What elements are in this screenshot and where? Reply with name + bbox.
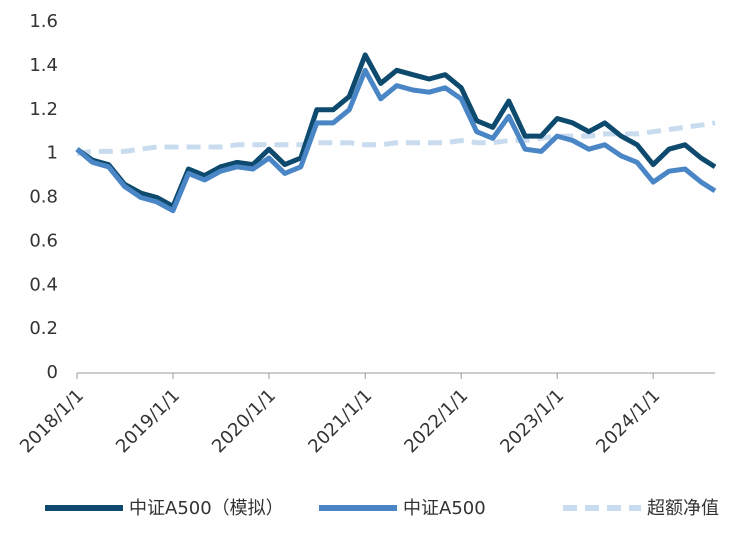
- x-tick-label: 2020/1/1: [208, 385, 280, 457]
- series-line: [76, 120, 716, 157]
- y-tick-label: 0.8: [29, 187, 58, 208]
- x-tick-label: 2021/1/1: [304, 385, 376, 457]
- y-tick-label: 1.6: [29, 11, 58, 32]
- y-tick-label: 1: [47, 143, 58, 164]
- x-tick-label: 2018/1/1: [16, 385, 88, 457]
- legend-label: 中证A500（模拟）: [129, 498, 284, 519]
- series-line: [75, 67, 717, 214]
- legend-label: 中证A500: [403, 498, 486, 519]
- x-tick-label: 2024/1/1: [592, 385, 664, 457]
- y-tick-label: 0.4: [29, 274, 58, 295]
- y-tick-label: 1.2: [29, 99, 58, 120]
- y-tick-label: 0.6: [29, 230, 58, 251]
- x-tick-label: 2019/1/1: [112, 385, 184, 457]
- series-line: [75, 52, 717, 209]
- x-tick-label: 2022/1/1: [400, 385, 472, 457]
- y-tick-label: 1.4: [29, 55, 58, 76]
- y-tick-label: 0: [47, 362, 58, 383]
- legend-label: 超额净值: [647, 498, 719, 519]
- x-tick-label: 2023/1/1: [496, 385, 568, 457]
- y-tick-label: 0.2: [29, 318, 58, 339]
